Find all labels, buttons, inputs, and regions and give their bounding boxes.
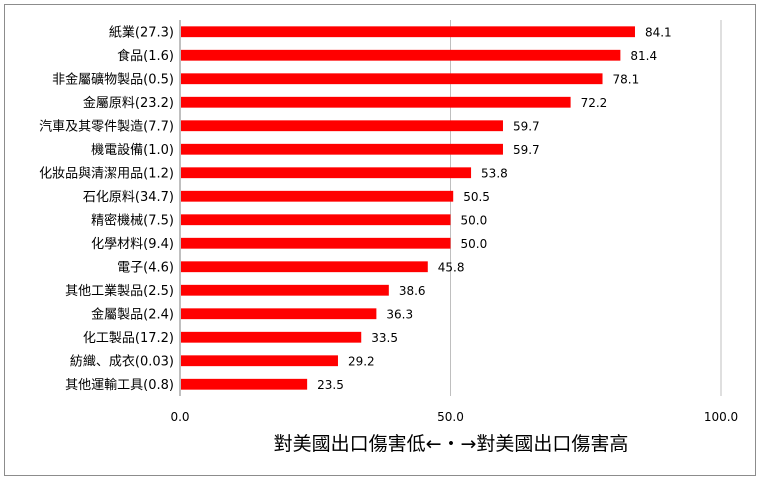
bar xyxy=(181,378,308,390)
category-label: 紡織、成衣(0.03) xyxy=(70,353,174,369)
category-label: 紙業(27.3) xyxy=(109,24,174,40)
x-tick-label: 100.0 xyxy=(704,410,738,424)
category-labels: 紙業(27.3) 食品(1.6) 非金屬礦物製品(0.5) 金屬原料(23.2) 汽車及… xyxy=(39,24,174,393)
bar xyxy=(181,26,635,38)
category-label: 化學材料(9.4) xyxy=(91,237,174,252)
x-tick-label: 50.0 xyxy=(437,410,464,424)
value-label: 53.8 xyxy=(481,166,508,180)
category-label: 汽車及其零件製造(7.7) xyxy=(39,119,174,134)
x-tick-labels: 0.0 50.0 100.0 xyxy=(170,410,738,424)
bar xyxy=(181,237,451,249)
bar xyxy=(181,96,571,108)
bars xyxy=(181,26,635,390)
bar xyxy=(181,331,362,343)
bar xyxy=(181,167,472,179)
value-label: 45.8 xyxy=(438,260,465,274)
bar xyxy=(181,190,454,202)
category-label: 食品(1.6) xyxy=(117,48,174,64)
x-tick-label: 0.0 xyxy=(170,410,189,424)
value-label: 29.2 xyxy=(348,354,375,368)
value-label: 81.4 xyxy=(630,49,657,63)
category-label: 其他工業製品(2.5) xyxy=(65,283,174,299)
value-label: 78.1 xyxy=(613,72,640,86)
value-label: 50.5 xyxy=(463,190,490,204)
bar xyxy=(181,284,389,296)
category-label: 金屬原料(23.2) xyxy=(83,95,174,111)
bar xyxy=(181,261,428,273)
value-label: 59.7 xyxy=(513,143,540,157)
category-label: 化妝品與清潔用品(1.2) xyxy=(39,166,174,181)
value-label: 72.2 xyxy=(581,96,608,110)
bar xyxy=(181,73,603,85)
value-label: 59.7 xyxy=(513,119,540,133)
category-label: 非金屬礦物製品(0.5) xyxy=(52,71,174,87)
category-label: 化工製品(17.2) xyxy=(83,331,174,346)
value-label: 50.0 xyxy=(461,237,488,251)
value-label: 38.6 xyxy=(399,284,426,298)
bar xyxy=(181,143,503,155)
category-label: 精密機械(7.5) xyxy=(91,212,174,228)
category-label: 電子(4.6) xyxy=(117,260,174,275)
value-label: 36.3 xyxy=(386,307,413,321)
bar xyxy=(181,214,451,226)
category-label: 金屬製品(2.4) xyxy=(91,306,174,322)
bar xyxy=(181,355,338,367)
x-axis-caption: 對美國出口傷害低←・→對美國出口傷害高 xyxy=(274,433,629,455)
category-label: 機電設備(1.0) xyxy=(91,142,174,158)
value-label: 84.1 xyxy=(645,25,672,39)
category-label: 石化原料(34.7) xyxy=(83,190,174,205)
bar xyxy=(181,308,377,320)
value-label: 33.5 xyxy=(371,331,398,345)
bar xyxy=(181,49,621,61)
value-label: 23.5 xyxy=(317,378,344,392)
category-label: 其他運輸工具(0.8) xyxy=(65,378,174,393)
value-label: 50.0 xyxy=(461,213,488,227)
value-labels: 84.1 81.4 78.1 72.2 59.7 59.7 53.8 50.5 50.0 50.0… xyxy=(317,25,672,392)
bar xyxy=(181,120,503,132)
